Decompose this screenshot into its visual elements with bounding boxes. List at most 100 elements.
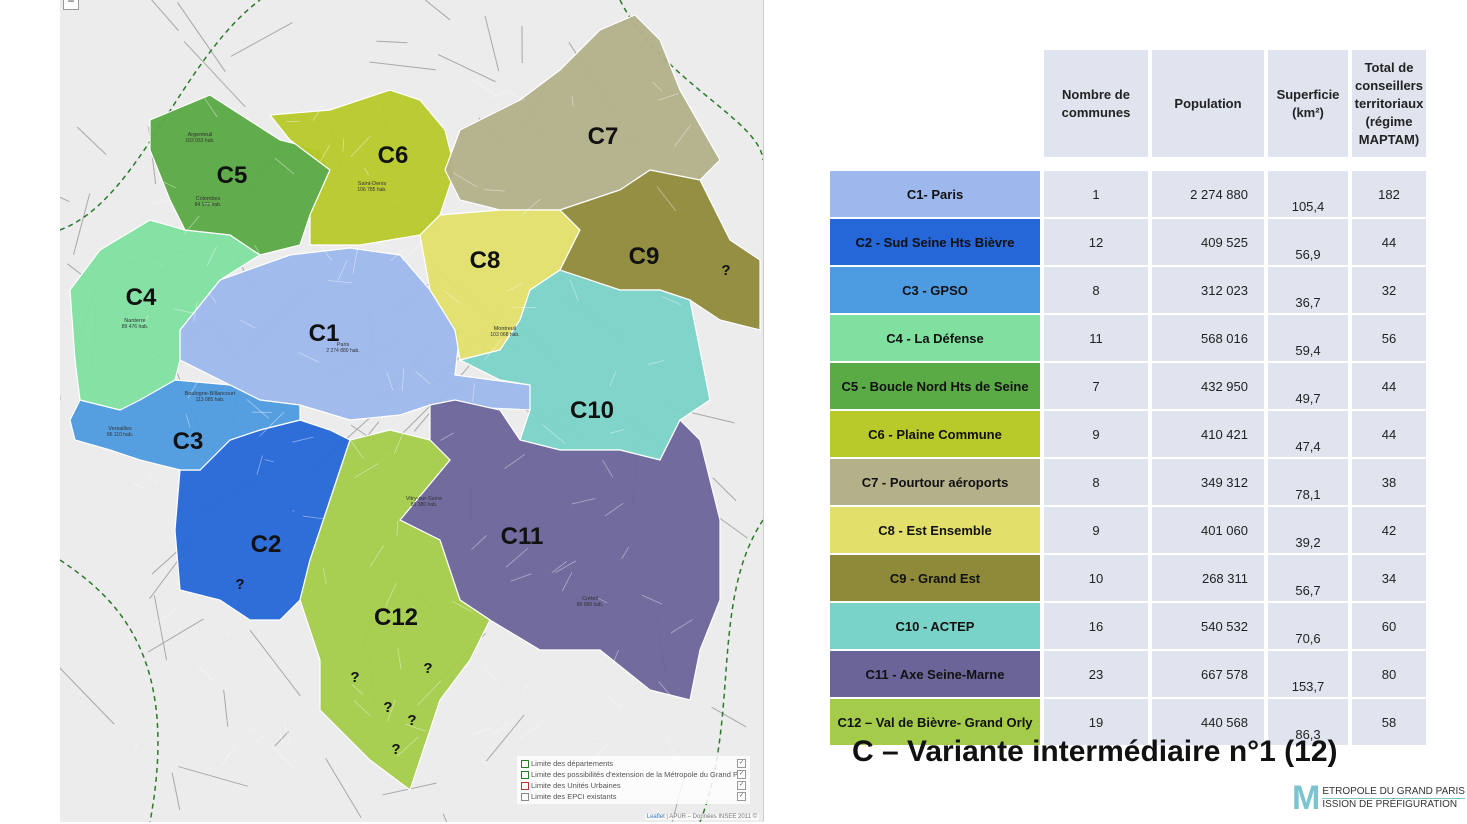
commune-boundary bbox=[320, 144, 331, 162]
zoom-out-button[interactable]: − bbox=[63, 0, 79, 10]
zone-label: C5 bbox=[217, 162, 248, 189]
commune-boundary bbox=[405, 723, 426, 732]
commune-boundary bbox=[351, 684, 364, 696]
commune-boundary bbox=[485, 714, 525, 762]
commune-boundary bbox=[390, 248, 405, 262]
legend-item[interactable]: Limite des Unités Urbaines ✓ bbox=[521, 780, 746, 791]
legend-checkbox[interactable]: ✓ bbox=[737, 759, 746, 768]
legend-label: Limite des départements bbox=[531, 759, 614, 768]
unknown-marker: ? bbox=[350, 669, 359, 686]
table-header-row: Nombre de communes Population Superficie… bbox=[830, 50, 1426, 157]
commune-boundary bbox=[278, 726, 283, 744]
commune-boundary bbox=[350, 440, 364, 459]
legend-checkbox[interactable]: ✓ bbox=[737, 770, 746, 779]
map-canvas[interactable]: C1 C2 C3 C4 C5 C6 C7 C8 C9 C10 C11 C12??????? Paris2… bbox=[60, 0, 763, 822]
map[interactable]: C1 C2 C3 C4 C5 C6 C7 C8 C9 C10 C11 C12??????? Paris 2… bbox=[60, 0, 764, 822]
zone-c12-area[interactable] bbox=[299, 429, 491, 791]
commune-boundary bbox=[327, 280, 353, 284]
zone-name: C1- Paris bbox=[830, 171, 1040, 217]
commune-boundary bbox=[206, 246, 217, 266]
commune-population: 89 989 hab. bbox=[577, 602, 603, 608]
commune-boundary bbox=[283, 722, 292, 747]
legend-swatch bbox=[521, 781, 529, 790]
table-row: C7 - Pourtour aéroports 8 349 312 78,1 3… bbox=[830, 459, 1426, 505]
commune-boundary bbox=[373, 242, 388, 247]
conseillers-cell: 56 bbox=[1352, 315, 1426, 361]
commune-boundary bbox=[521, 198, 541, 216]
commune-boundary bbox=[521, 682, 530, 692]
commune-boundary bbox=[396, 520, 399, 537]
zone-name: C8 - Est Ensemble bbox=[830, 507, 1040, 553]
legend-checkbox[interactable]: ✓ bbox=[737, 781, 746, 790]
commune-boundary bbox=[369, 61, 436, 71]
department-boundary bbox=[619, 0, 763, 161]
population-cell: 432 950 bbox=[1152, 363, 1264, 409]
commune-boundary bbox=[602, 459, 614, 478]
stats-table: Nombre de communes Population Superficie… bbox=[826, 48, 1430, 747]
commune-boundary bbox=[132, 482, 147, 490]
commune-boundary bbox=[387, 699, 396, 722]
population-cell: 667 578 bbox=[1152, 651, 1264, 697]
communes-cell: 19 bbox=[1044, 699, 1148, 745]
commune-boundary bbox=[472, 79, 497, 96]
commune-boundary bbox=[609, 371, 617, 387]
legend-checkbox[interactable]: ✓ bbox=[737, 792, 746, 801]
commune-boundary bbox=[193, 301, 198, 322]
communes-cell: 8 bbox=[1044, 459, 1148, 505]
communes-cell: 23 bbox=[1044, 651, 1148, 697]
commune-boundary bbox=[712, 477, 737, 502]
commune-boundary bbox=[171, 772, 181, 811]
zone-name: C10 - ACTEP bbox=[830, 603, 1040, 649]
superficie-cell: 70,6 bbox=[1268, 603, 1348, 649]
legend-item[interactable]: Limite des départements ✓ bbox=[521, 758, 746, 769]
commune-boundary bbox=[292, 436, 314, 443]
communes-cell: 8 bbox=[1044, 267, 1148, 313]
population-cell: 540 532 bbox=[1152, 603, 1264, 649]
commune-boundary bbox=[551, 560, 568, 573]
zone-c5-area[interactable] bbox=[149, 94, 331, 256]
commune-boundary bbox=[223, 689, 229, 727]
header-population: Population bbox=[1152, 50, 1264, 157]
commune-boundary bbox=[352, 249, 358, 275]
zone-label: C4 bbox=[126, 284, 157, 311]
commune-boundary bbox=[312, 102, 326, 121]
leaflet-link[interactable]: Leaflet bbox=[646, 814, 665, 820]
commune-boundary bbox=[542, 424, 566, 444]
table-row: C1- Paris 1 2 274 880 105,4 182 bbox=[830, 171, 1426, 217]
superficie-cell: 153,7 bbox=[1268, 651, 1348, 697]
commune-name: Paris bbox=[337, 342, 350, 348]
zone-label: C6 bbox=[378, 142, 409, 169]
header-communes: Nombre de communes bbox=[1044, 50, 1148, 157]
unknown-marker: ? bbox=[423, 660, 432, 677]
zone-name: C12 – Val de Bièvre- Grand Orly bbox=[830, 699, 1040, 745]
legend-label: Limite des possibilités d'extension de l… bbox=[531, 770, 737, 779]
commune-name: Vitry-sur-Seine bbox=[406, 496, 442, 502]
conseillers-cell: 58 bbox=[1352, 699, 1426, 745]
superficie-cell: 78,1 bbox=[1268, 459, 1348, 505]
zone-c7-area[interactable] bbox=[444, 14, 721, 211]
legend-item[interactable]: Limite des EPCI existants ✓ bbox=[521, 791, 746, 802]
commune-boundary bbox=[656, 186, 677, 212]
zone-c4-area[interactable] bbox=[69, 219, 262, 411]
commune-boundary bbox=[249, 629, 301, 697]
commune-boundary bbox=[264, 459, 274, 463]
header-conseillers: Total de conseillers territoriaux (régim… bbox=[1352, 50, 1426, 157]
commune-boundary bbox=[151, 0, 179, 32]
commune-boundary bbox=[149, 199, 170, 205]
zone-label: C9 bbox=[629, 243, 660, 270]
commune-boundary bbox=[208, 291, 216, 303]
commune-boundary bbox=[302, 515, 324, 520]
commune-boundary bbox=[670, 619, 693, 634]
commune-boundary bbox=[401, 368, 405, 391]
commune-boundary bbox=[246, 399, 270, 419]
commune-boundary bbox=[401, 241, 423, 261]
commune-boundary bbox=[641, 594, 663, 605]
commune-name: Saint-Denis bbox=[358, 181, 387, 187]
commune-boundary bbox=[571, 498, 596, 505]
conseillers-cell: 34 bbox=[1352, 555, 1426, 601]
communes-cell: 1 bbox=[1044, 171, 1148, 217]
commune-population: 106 785 hab. bbox=[357, 187, 386, 193]
commune-name: Argenteuil bbox=[188, 132, 213, 138]
commune-boundary bbox=[153, 594, 168, 661]
legend-item[interactable]: Limite des possibilités d'extension de l… bbox=[521, 769, 746, 780]
